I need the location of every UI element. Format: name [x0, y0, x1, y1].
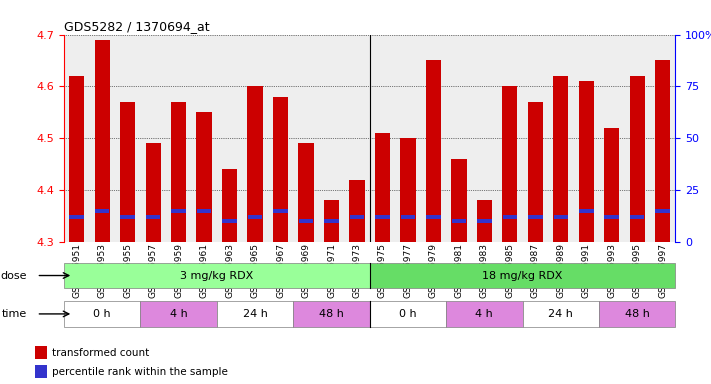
Bar [197, 209, 211, 213]
Bar [299, 143, 314, 242]
Text: 24 h: 24 h [242, 309, 267, 319]
FancyBboxPatch shape [370, 301, 447, 327]
Text: 48 h: 48 h [319, 309, 344, 319]
Bar [70, 215, 84, 219]
Bar [451, 219, 466, 223]
Bar [196, 113, 212, 242]
FancyBboxPatch shape [370, 263, 675, 288]
Bar [604, 128, 619, 242]
Bar [400, 138, 415, 242]
Bar [401, 215, 415, 219]
Bar [95, 209, 109, 213]
Bar [528, 215, 542, 219]
Bar [349, 180, 365, 242]
Bar [35, 365, 47, 378]
Bar [579, 81, 594, 242]
Bar [324, 219, 338, 223]
Bar [273, 209, 288, 213]
Text: 0 h: 0 h [399, 309, 417, 319]
FancyBboxPatch shape [217, 301, 293, 327]
Bar [222, 169, 237, 242]
Bar [146, 215, 161, 219]
Text: percentile rank within the sample: percentile rank within the sample [52, 367, 228, 377]
FancyBboxPatch shape [64, 263, 370, 288]
Bar [426, 215, 441, 219]
Bar [248, 215, 262, 219]
Bar [503, 215, 517, 219]
Bar [604, 215, 619, 219]
FancyBboxPatch shape [64, 301, 140, 327]
Text: 4 h: 4 h [170, 309, 188, 319]
Bar [629, 76, 645, 242]
Bar [579, 209, 594, 213]
Bar [477, 219, 491, 223]
Bar [375, 133, 390, 242]
FancyBboxPatch shape [599, 301, 675, 327]
FancyBboxPatch shape [447, 301, 523, 327]
FancyBboxPatch shape [140, 301, 217, 327]
Bar [120, 102, 135, 242]
Bar [69, 76, 85, 242]
Bar [120, 215, 135, 219]
Bar [223, 219, 237, 223]
Text: 18 mg/kg RDX: 18 mg/kg RDX [482, 270, 563, 281]
Bar [299, 219, 314, 223]
Bar [171, 102, 186, 242]
Text: 48 h: 48 h [625, 309, 650, 319]
Text: 3 mg/kg RDX: 3 mg/kg RDX [180, 270, 254, 281]
Bar [656, 209, 670, 213]
Bar [375, 215, 390, 219]
Bar [146, 143, 161, 242]
Bar [655, 61, 670, 242]
Bar [247, 86, 262, 242]
Text: GDS5282 / 1370694_at: GDS5282 / 1370694_at [64, 20, 210, 33]
Text: dose: dose [1, 270, 27, 281]
Bar [95, 40, 109, 242]
Bar [451, 159, 466, 242]
Bar [630, 215, 644, 219]
Bar [554, 215, 568, 219]
Bar [476, 200, 492, 242]
Text: transformed count: transformed count [52, 348, 149, 358]
Bar [171, 209, 186, 213]
Bar [35, 346, 47, 359]
FancyBboxPatch shape [523, 301, 599, 327]
Bar [324, 200, 339, 242]
Bar [553, 76, 569, 242]
Bar [502, 86, 518, 242]
FancyBboxPatch shape [293, 301, 370, 327]
Text: time: time [2, 309, 27, 319]
Bar [528, 102, 543, 242]
Bar [350, 215, 364, 219]
Text: 0 h: 0 h [93, 309, 111, 319]
Text: 4 h: 4 h [476, 309, 493, 319]
Bar [273, 97, 288, 242]
Bar [426, 61, 441, 242]
Text: 24 h: 24 h [548, 309, 573, 319]
